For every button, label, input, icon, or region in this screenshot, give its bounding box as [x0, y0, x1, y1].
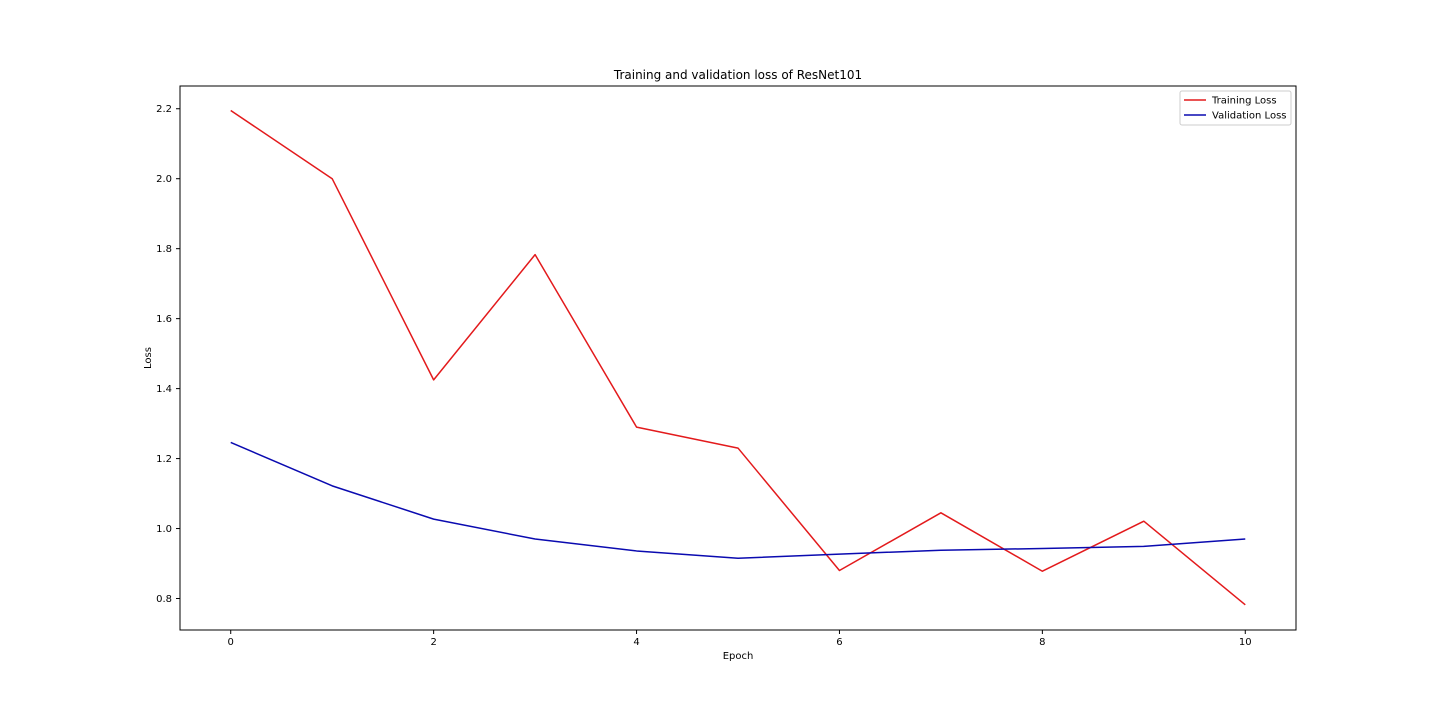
series-line-training-loss [230, 109, 1246, 606]
x-tick-label: 4 [633, 637, 639, 648]
legend-label-validation-loss: Validation Loss [1212, 111, 1287, 122]
x-tick-label: 6 [836, 637, 842, 648]
y-tick-label: 1.8 [156, 244, 172, 255]
series-layer [230, 109, 1246, 606]
x-axis: 0 2 4 6 8 10 [228, 630, 1252, 648]
x-tick-label: 10 [1239, 637, 1252, 648]
x-tick-label: 0 [228, 637, 234, 648]
legend-box [1179, 90, 1292, 126]
y-axis-label: Loss [143, 347, 154, 369]
legend: Training Loss Validation Loss [1179, 90, 1292, 126]
y-tick-label: 1.0 [156, 524, 172, 535]
y-tick-label: 1.4 [156, 384, 172, 395]
legend-label-training-loss: Training Loss [1211, 96, 1277, 107]
plot-frame [179, 85, 1297, 631]
x-axis-label: Epoch [723, 651, 754, 662]
series-line-validation-loss [230, 441, 1246, 560]
y-tick-label: 2.0 [156, 174, 172, 185]
x-tick-label: 8 [1039, 637, 1045, 648]
y-axis: 0.8 1.0 1.2 1.4 1.6 1.8 2.0 2.2 [156, 104, 180, 605]
y-tick-label: 2.2 [156, 104, 172, 115]
x-tick-label: 2 [430, 637, 436, 648]
y-tick-label: 0.8 [156, 594, 172, 605]
chart-title: Training and validation loss of ResNet10… [613, 68, 862, 82]
y-tick-label: 1.2 [156, 454, 172, 465]
y-tick-label: 1.6 [156, 314, 172, 325]
